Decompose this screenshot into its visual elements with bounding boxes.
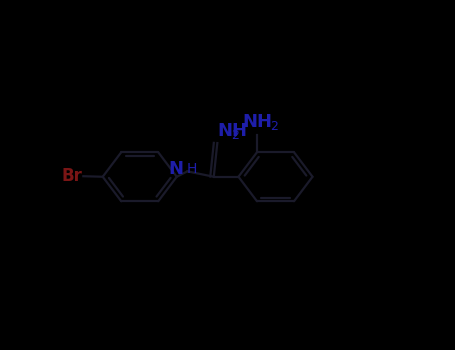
Text: NH: NH: [217, 122, 248, 140]
Text: N: N: [168, 160, 183, 178]
Text: 2: 2: [270, 120, 278, 133]
Text: 2: 2: [231, 129, 238, 142]
Text: H: H: [187, 162, 197, 176]
Text: Br: Br: [61, 167, 82, 185]
Text: NH: NH: [242, 113, 272, 132]
